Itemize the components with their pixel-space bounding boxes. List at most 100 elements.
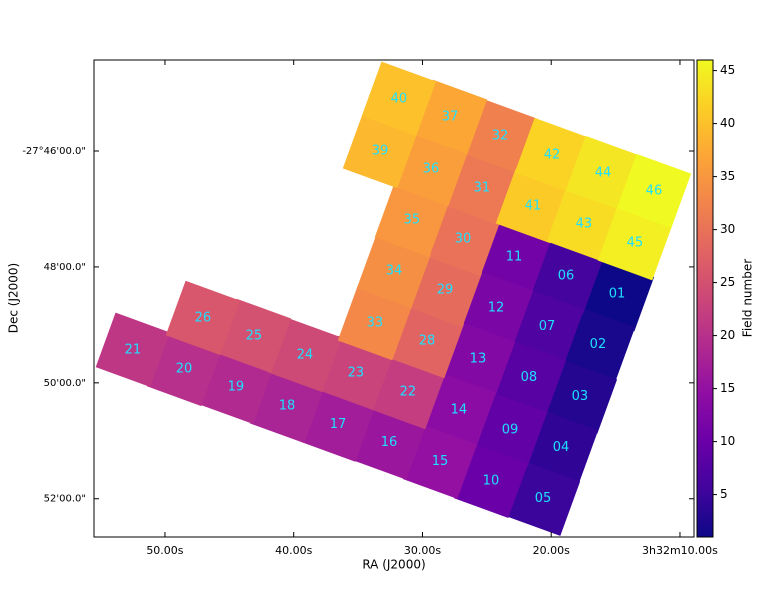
field-tile: [491, 340, 567, 415]
x-tick-label: 50.00s: [146, 544, 183, 557]
field-label: 34: [386, 263, 403, 278]
field-tile: [453, 443, 529, 518]
field-label: 23: [348, 365, 365, 380]
field-label: 31: [474, 181, 491, 196]
field-tile: [393, 131, 469, 207]
field-label: 43: [576, 217, 593, 232]
field-label: 25: [246, 328, 263, 343]
field-label: 02: [590, 337, 607, 352]
colorbar-tick-label: 45: [720, 63, 735, 77]
field-label: 46: [646, 183, 663, 198]
x-tick-label: 20.00s: [533, 544, 570, 557]
field-tile: [597, 205, 673, 281]
field-tile: [425, 201, 501, 277]
field-label: 30: [455, 232, 472, 247]
colorbar: [696, 59, 714, 538]
field-tile: [216, 298, 292, 374]
field-label: 21: [125, 342, 142, 357]
field-label: 28: [419, 334, 436, 349]
field-label: 16: [381, 435, 398, 450]
colorbar-tick-label: 30: [720, 222, 735, 236]
y-axis-label: Dec (J2000): [7, 263, 21, 333]
field-tile: [165, 280, 241, 356]
field-tile: [146, 331, 222, 407]
field-label: 35: [404, 212, 421, 227]
colorbar-tick-label: 20: [720, 328, 735, 342]
field-tile: [472, 392, 548, 467]
field-tile: [462, 98, 538, 174]
field-tile: [509, 289, 585, 364]
field-tile: [412, 79, 488, 154]
y-tick-label: 52'00.0": [44, 494, 86, 505]
field-tile: [546, 186, 622, 262]
field-label: 10: [483, 473, 500, 488]
field-label: 03: [572, 389, 589, 404]
field-tile: [579, 256, 655, 332]
field-tile: [421, 372, 497, 448]
field-tile: [342, 113, 418, 189]
field-label: 41: [525, 199, 542, 214]
field-label: 04: [553, 440, 570, 455]
field-label: 37: [442, 109, 459, 124]
field-label: 05: [535, 491, 552, 506]
field-label: 29: [437, 283, 454, 298]
field-label: 44: [595, 166, 612, 181]
field-tile: [495, 168, 571, 244]
field-label: 12: [488, 301, 505, 316]
field-tile: [528, 239, 604, 314]
field-tile: [458, 270, 534, 346]
field-tile: [514, 117, 590, 193]
x-tick-label: 40.00s: [275, 544, 312, 557]
field-tile: [565, 135, 641, 211]
field-label: 42: [544, 148, 561, 163]
colorbar-tick-label: 5: [720, 487, 728, 501]
field-tile: [370, 354, 446, 430]
field-label: 39: [372, 143, 389, 158]
field-tile: [476, 219, 552, 295]
field-label: 36: [423, 161, 440, 176]
field-tile: [407, 252, 483, 328]
y-tick-label: 48'00.0": [44, 262, 86, 273]
field-label: 22: [400, 385, 417, 400]
field-label: 11: [506, 250, 523, 265]
x-tick-label: 30.00s: [404, 544, 441, 557]
colorbar-tick-label: 25: [720, 275, 735, 289]
field-label: 32: [492, 128, 509, 143]
colorbar-tick-label: 40: [720, 116, 735, 130]
field-label: 19: [228, 379, 245, 394]
plot-area: 01 02 03 04 05 06 07 08 09 10 11 12 13 14 15 16 17 18 19 20…: [95, 61, 692, 536]
field-tile: [337, 285, 413, 361]
field-label: 09: [502, 422, 519, 437]
field-tile: [440, 321, 516, 397]
field-label: 14: [451, 403, 468, 418]
x-tick-label: 3h32m10.00s: [642, 544, 718, 557]
field-tile: [318, 335, 394, 411]
field-tile: [351, 405, 427, 480]
field-label: 24: [297, 348, 314, 363]
field-tile: [444, 150, 520, 226]
field-tile: [95, 312, 171, 387]
field-label: 26: [195, 310, 212, 325]
field-label: 06: [558, 269, 575, 284]
field-tile: [560, 307, 636, 382]
plot-frame: [93, 59, 695, 538]
colorbar-tick-label: 15: [720, 381, 735, 395]
field-tile: [374, 182, 450, 258]
field-label: 40: [391, 91, 408, 106]
colorbar-label: Field number: [741, 259, 755, 337]
field-tile: [300, 387, 376, 462]
colorbar-tick-label: 10: [720, 434, 735, 448]
field-tile: [267, 317, 343, 393]
field-label: 07: [539, 319, 556, 334]
field-label: 08: [521, 370, 538, 385]
field-tile: [356, 233, 432, 309]
field-label: 01: [609, 287, 626, 302]
field-tile: [249, 368, 325, 444]
colorbar-tick-label: 35: [720, 169, 735, 183]
field-label: 18: [279, 399, 296, 414]
field-tile: [505, 461, 581, 536]
field-label: 13: [470, 352, 487, 367]
x-axis-label: RA (J2000): [362, 558, 425, 572]
